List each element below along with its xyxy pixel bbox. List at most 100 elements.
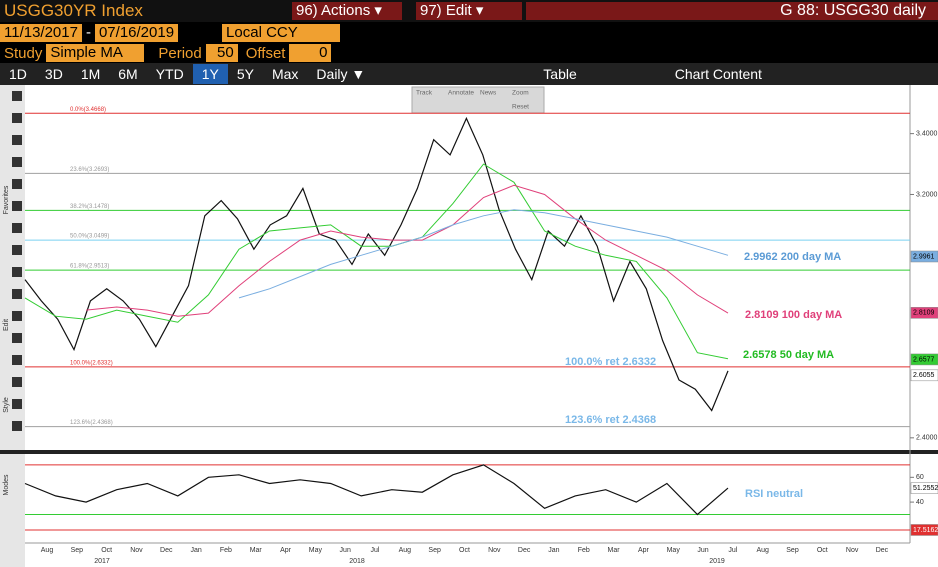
series-line (24, 464, 729, 516)
range-button[interactable]: 1M (80, 66, 101, 82)
fib-label: 61.8%(2.9513) (70, 264, 109, 270)
annotation: 2.9962 200 day MA (744, 251, 841, 263)
end-date[interactable]: 07/16/2019 (94, 23, 179, 42)
annotation: 2.6578 50 day MA (743, 349, 834, 361)
tool-icon (12, 377, 22, 387)
range-button[interactable]: Max (271, 66, 299, 82)
axis-tag (910, 353, 938, 366)
overlay-button: Track (416, 90, 433, 97)
x-tick-label: Aug (399, 547, 412, 554)
tool-icon (12, 289, 22, 299)
x-tick-label: Jul (728, 547, 737, 554)
axis-tag-label: 2.6055 (913, 372, 935, 379)
x-tick-label: Sep (428, 547, 441, 554)
offset-label: Offset (245, 44, 286, 62)
year-label: 2017 (94, 558, 110, 565)
tool-icon (12, 223, 22, 233)
tool-icon (12, 179, 22, 189)
tool-icon (12, 267, 22, 277)
tool-icon (12, 399, 22, 409)
x-tick-label: Jun (340, 547, 351, 554)
side-label: Edit (3, 319, 10, 331)
range-button[interactable]: 1Y (192, 64, 228, 84)
axis-tag (910, 369, 938, 382)
actions-menu[interactable]: 96) Actions ▾ (292, 2, 402, 20)
x-tick-label: Feb (578, 547, 590, 554)
overlay-button: Annotate (448, 90, 474, 97)
y-tick-label: 2.4000 (916, 435, 938, 442)
side-label: Style (3, 397, 10, 413)
series-line (24, 163, 729, 360)
x-tick-label: Mar (250, 547, 263, 554)
axis-tag-label: 2.8109 (913, 310, 935, 317)
x-tick-label: Apr (280, 547, 292, 554)
annotation: 123.6% ret 2.4368 (565, 414, 656, 426)
panel-separator (0, 450, 938, 454)
x-tick-label: Oct (101, 547, 112, 554)
x-tick-label: May (309, 547, 323, 554)
chart: Track Annotate News Zoom Reset Favorites Edit S… (0, 85, 938, 567)
x-tick-label: Jan (548, 547, 559, 554)
range-button[interactable]: 6M (118, 66, 138, 82)
range-button[interactable]: YTD (155, 66, 184, 82)
start-date[interactable]: 11/13/2017 (0, 23, 82, 42)
x-tick-label: Oct (459, 547, 470, 554)
tool-icon (12, 135, 22, 145)
ticker: USGG30YR Index (4, 1, 143, 20)
tool-icon (12, 157, 22, 167)
table-button[interactable]: Table (543, 66, 577, 82)
range-buttons: 1D 3D 1M 6M YTD 1Y 5Y Max (0, 64, 307, 84)
frequency[interactable]: Daily ▼ (316, 66, 366, 82)
fib-label: 0.0%(3.4668) (70, 107, 106, 113)
tool-icon (12, 113, 22, 123)
year-label: 2019 (709, 558, 725, 565)
tool-icon (12, 91, 22, 101)
axis-tag-label: 17.5162 (913, 527, 938, 534)
tool-icon (12, 311, 22, 321)
edit-menu[interactable]: 97) Edit ▾ (416, 2, 522, 20)
x-tick-label: Aug (756, 547, 769, 554)
side-label: Favorites (3, 185, 10, 214)
x-tick-label: Feb (220, 547, 232, 554)
axis-tag-label: 51.2552 (913, 485, 938, 492)
x-tick-label: May (667, 547, 681, 554)
range-button[interactable]: 3D (44, 66, 63, 82)
x-tick-label: Nov (488, 547, 501, 554)
period[interactable]: 50 (205, 44, 238, 62)
x-tick-label: Mar (608, 547, 621, 554)
tool-icon (12, 201, 22, 211)
tool-icon (12, 421, 22, 431)
range-button[interactable]: 1D (9, 66, 27, 82)
x-tick-label: Oct (817, 547, 828, 554)
side-label: Modes (3, 474, 10, 496)
x-tick-label: Sep (786, 547, 799, 554)
x-tick-label: Apr (638, 547, 650, 554)
tool-icon (12, 355, 22, 365)
currency[interactable]: Local CCY (222, 23, 341, 42)
overlay-panel (411, 86, 545, 114)
series-line (24, 116, 729, 412)
tool-icon (12, 245, 22, 255)
annotation: 100.0% ret 2.6332 (565, 356, 656, 368)
period-label: Period (158, 44, 202, 62)
year-label: 2018 (349, 558, 365, 565)
fib-label: 23.6%(3.2693) (70, 167, 109, 173)
x-tick-label: Dec (518, 547, 531, 554)
x-tick-label: Nov (846, 547, 859, 554)
y-tick-label: 3.4000 (916, 130, 938, 137)
chart-content[interactable]: Chart Content (674, 66, 762, 82)
overlay-button: Zoom (512, 90, 529, 97)
axis-tag-label: 2.6577 (913, 356, 935, 363)
x-tick-label: Dec (160, 547, 173, 554)
fib-label: 50.0%(3.0499) (70, 234, 109, 240)
fib-label: 100.0%(2.6332) (70, 360, 113, 366)
range-button[interactable]: 5Y (236, 66, 254, 82)
range-bar: 11/13/2017 - 07/16/2019 Local CCY (0, 22, 938, 43)
overlay-button: Reset (512, 104, 529, 111)
study-name[interactable]: Simple MA (46, 44, 145, 62)
y-tick-label: 60 (916, 474, 924, 481)
axis-tag (910, 482, 938, 494)
chart-title: G 88: USGG30 daily (526, 2, 938, 20)
offset[interactable]: 0 (289, 44, 332, 62)
